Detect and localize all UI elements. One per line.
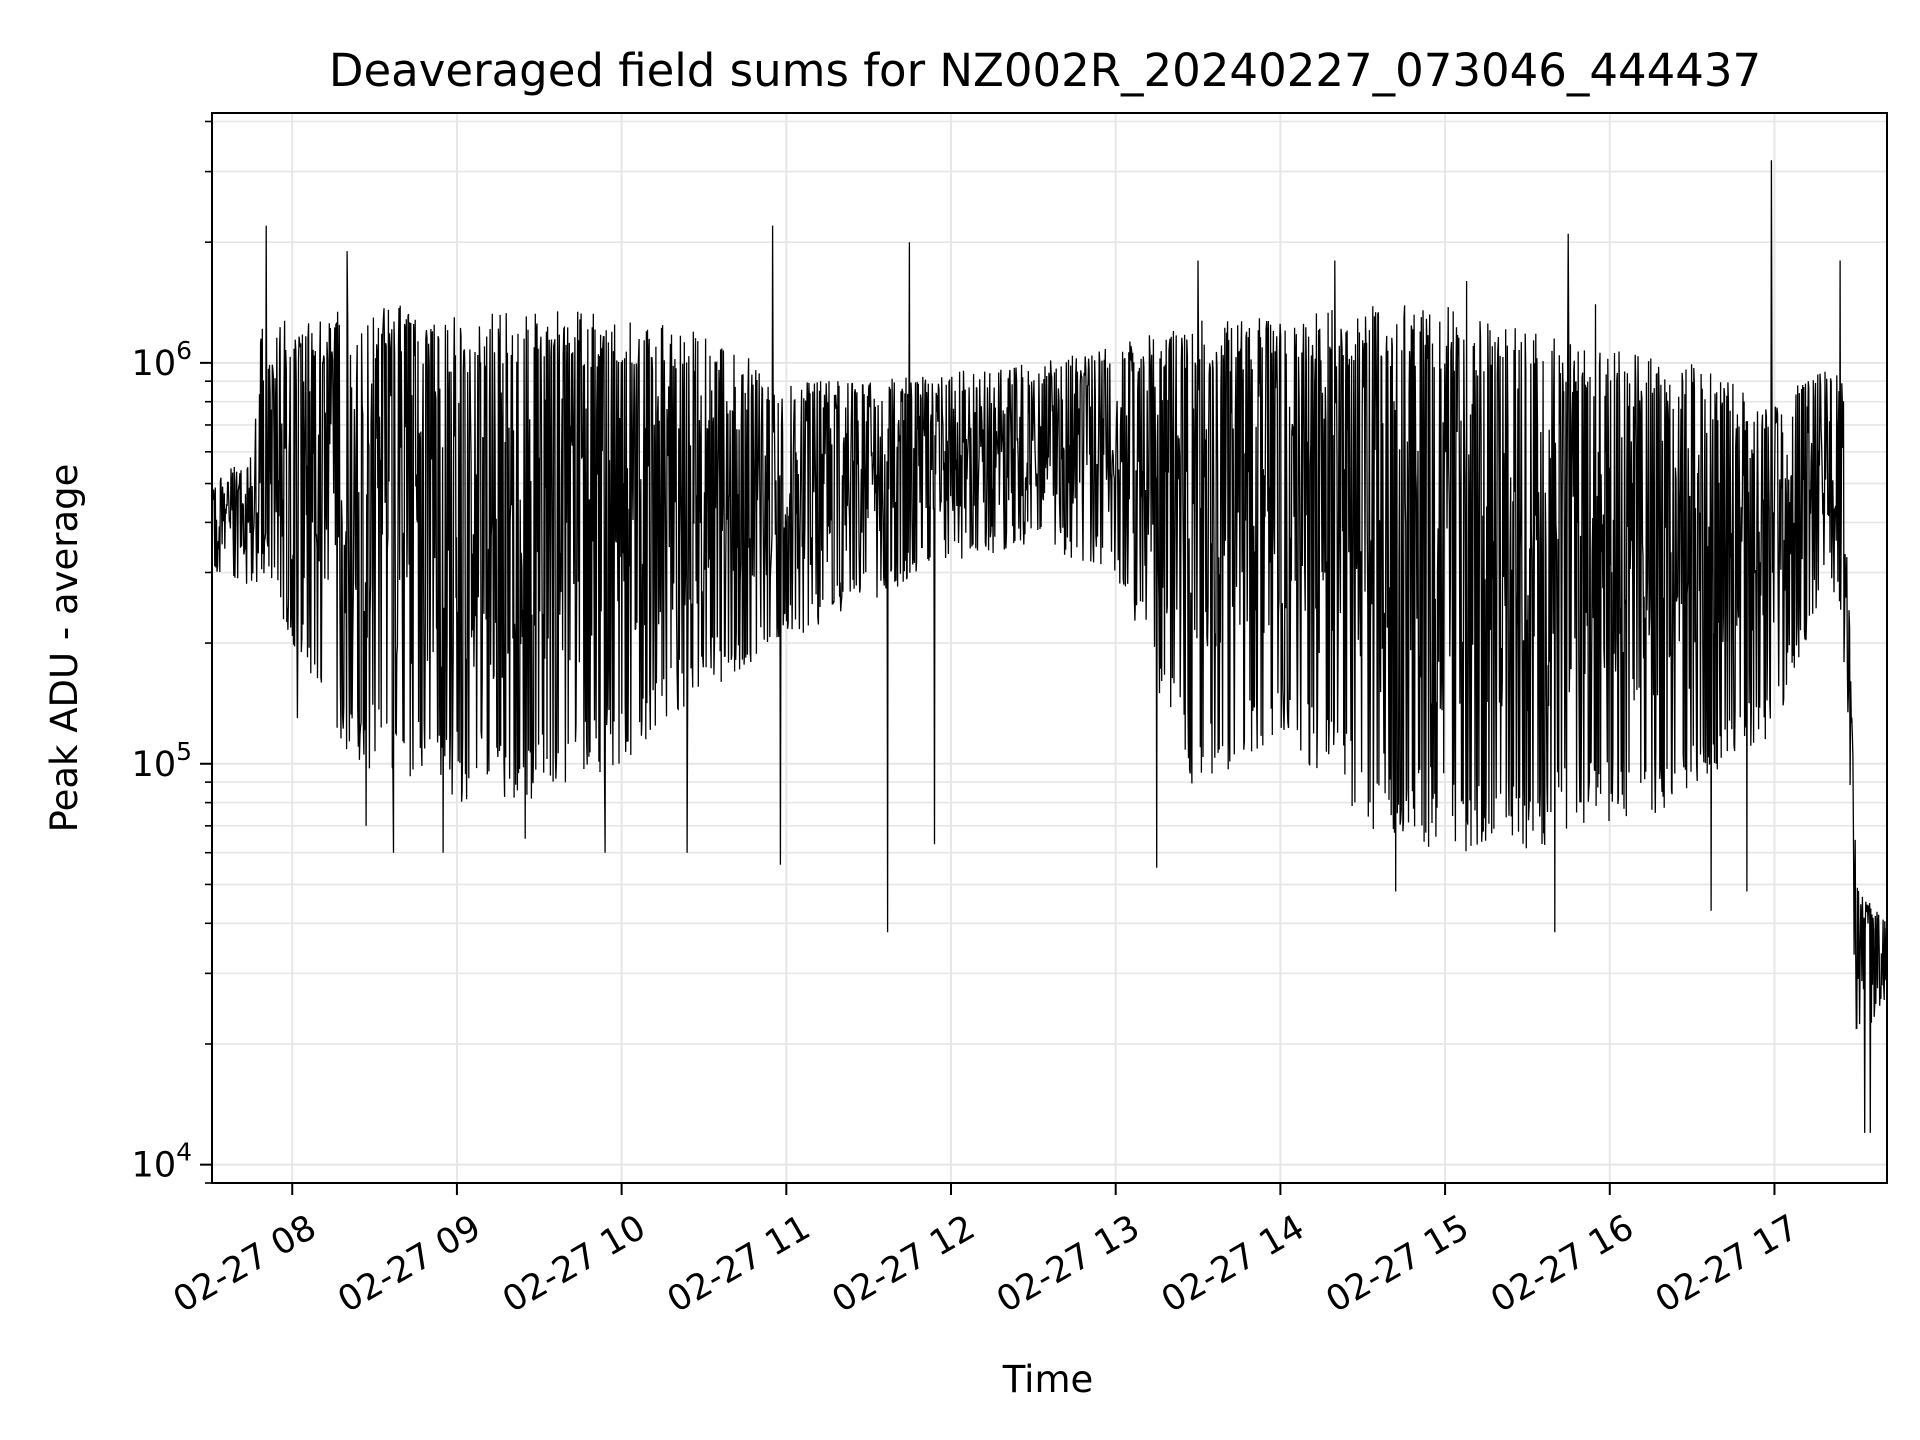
y-tick-label: 105 <box>132 737 192 785</box>
chart-title: Deaveraged field sums for NZ002R_2024022… <box>329 44 1761 97</box>
y-axis-label: Peak ADU - average <box>43 464 86 833</box>
plot-area <box>212 160 1887 1133</box>
y-tick-label: 104 <box>132 1138 192 1186</box>
y-tick-label: 106 <box>132 336 192 384</box>
y-axis: 104 105 106 <box>132 120 212 1186</box>
series-line <box>212 160 1887 1133</box>
x-axis-label: Time <box>1002 1358 1094 1401</box>
plot-frame <box>211 112 1888 1184</box>
